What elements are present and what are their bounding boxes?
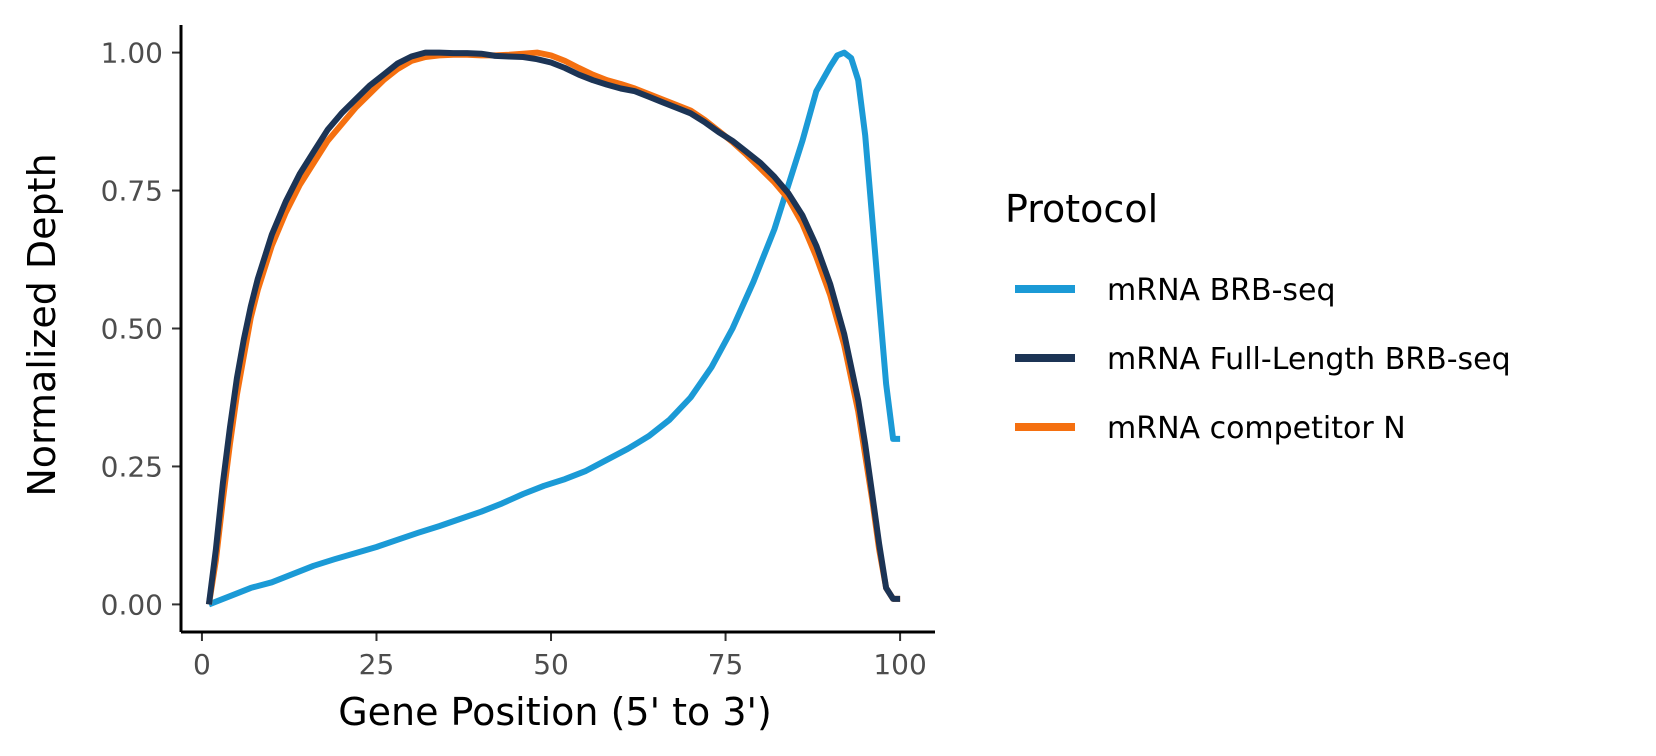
legend-label: mRNA BRB-seq: [1107, 273, 1336, 308]
y-tick-label: 1.00: [101, 37, 163, 70]
y-axis-ticks: 0.00 0.25 0.50 0.75 1.00: [101, 37, 181, 621]
x-tick-label: 0: [193, 648, 211, 681]
legend-label: mRNA competitor N: [1107, 411, 1406, 446]
x-axis-ticks: 0 25 50 75 100: [193, 632, 927, 681]
x-axis-title: Gene Position (5' to 3'): [338, 690, 772, 734]
series-line-mrna-competitor-n: [205, 49, 901, 605]
y-tick-label: 0.00: [101, 588, 163, 621]
y-tick-label: 0.75: [101, 175, 163, 208]
series-line-mrna-brb-seq: [207, 49, 901, 608]
x-tick-label: 25: [359, 648, 395, 681]
x-tick-label: 50: [533, 648, 569, 681]
legend-label: mRNA Full-Length BRB-seq: [1107, 342, 1511, 377]
series-layer: [205, 49, 901, 608]
y-tick-label: 0.25: [101, 450, 163, 483]
legend: Protocol mRNA BRB-seq mRNA Full-Length BR…: [1005, 187, 1511, 446]
legend-title: Protocol: [1005, 187, 1158, 231]
y-axis-title: Normalized Depth: [20, 153, 64, 496]
x-tick-label: 100: [873, 648, 926, 681]
y-tick-label: 0.50: [101, 313, 163, 346]
series-line-mrna-full-length-brb-seq: [205, 49, 901, 605]
x-tick-label: 75: [708, 648, 744, 681]
